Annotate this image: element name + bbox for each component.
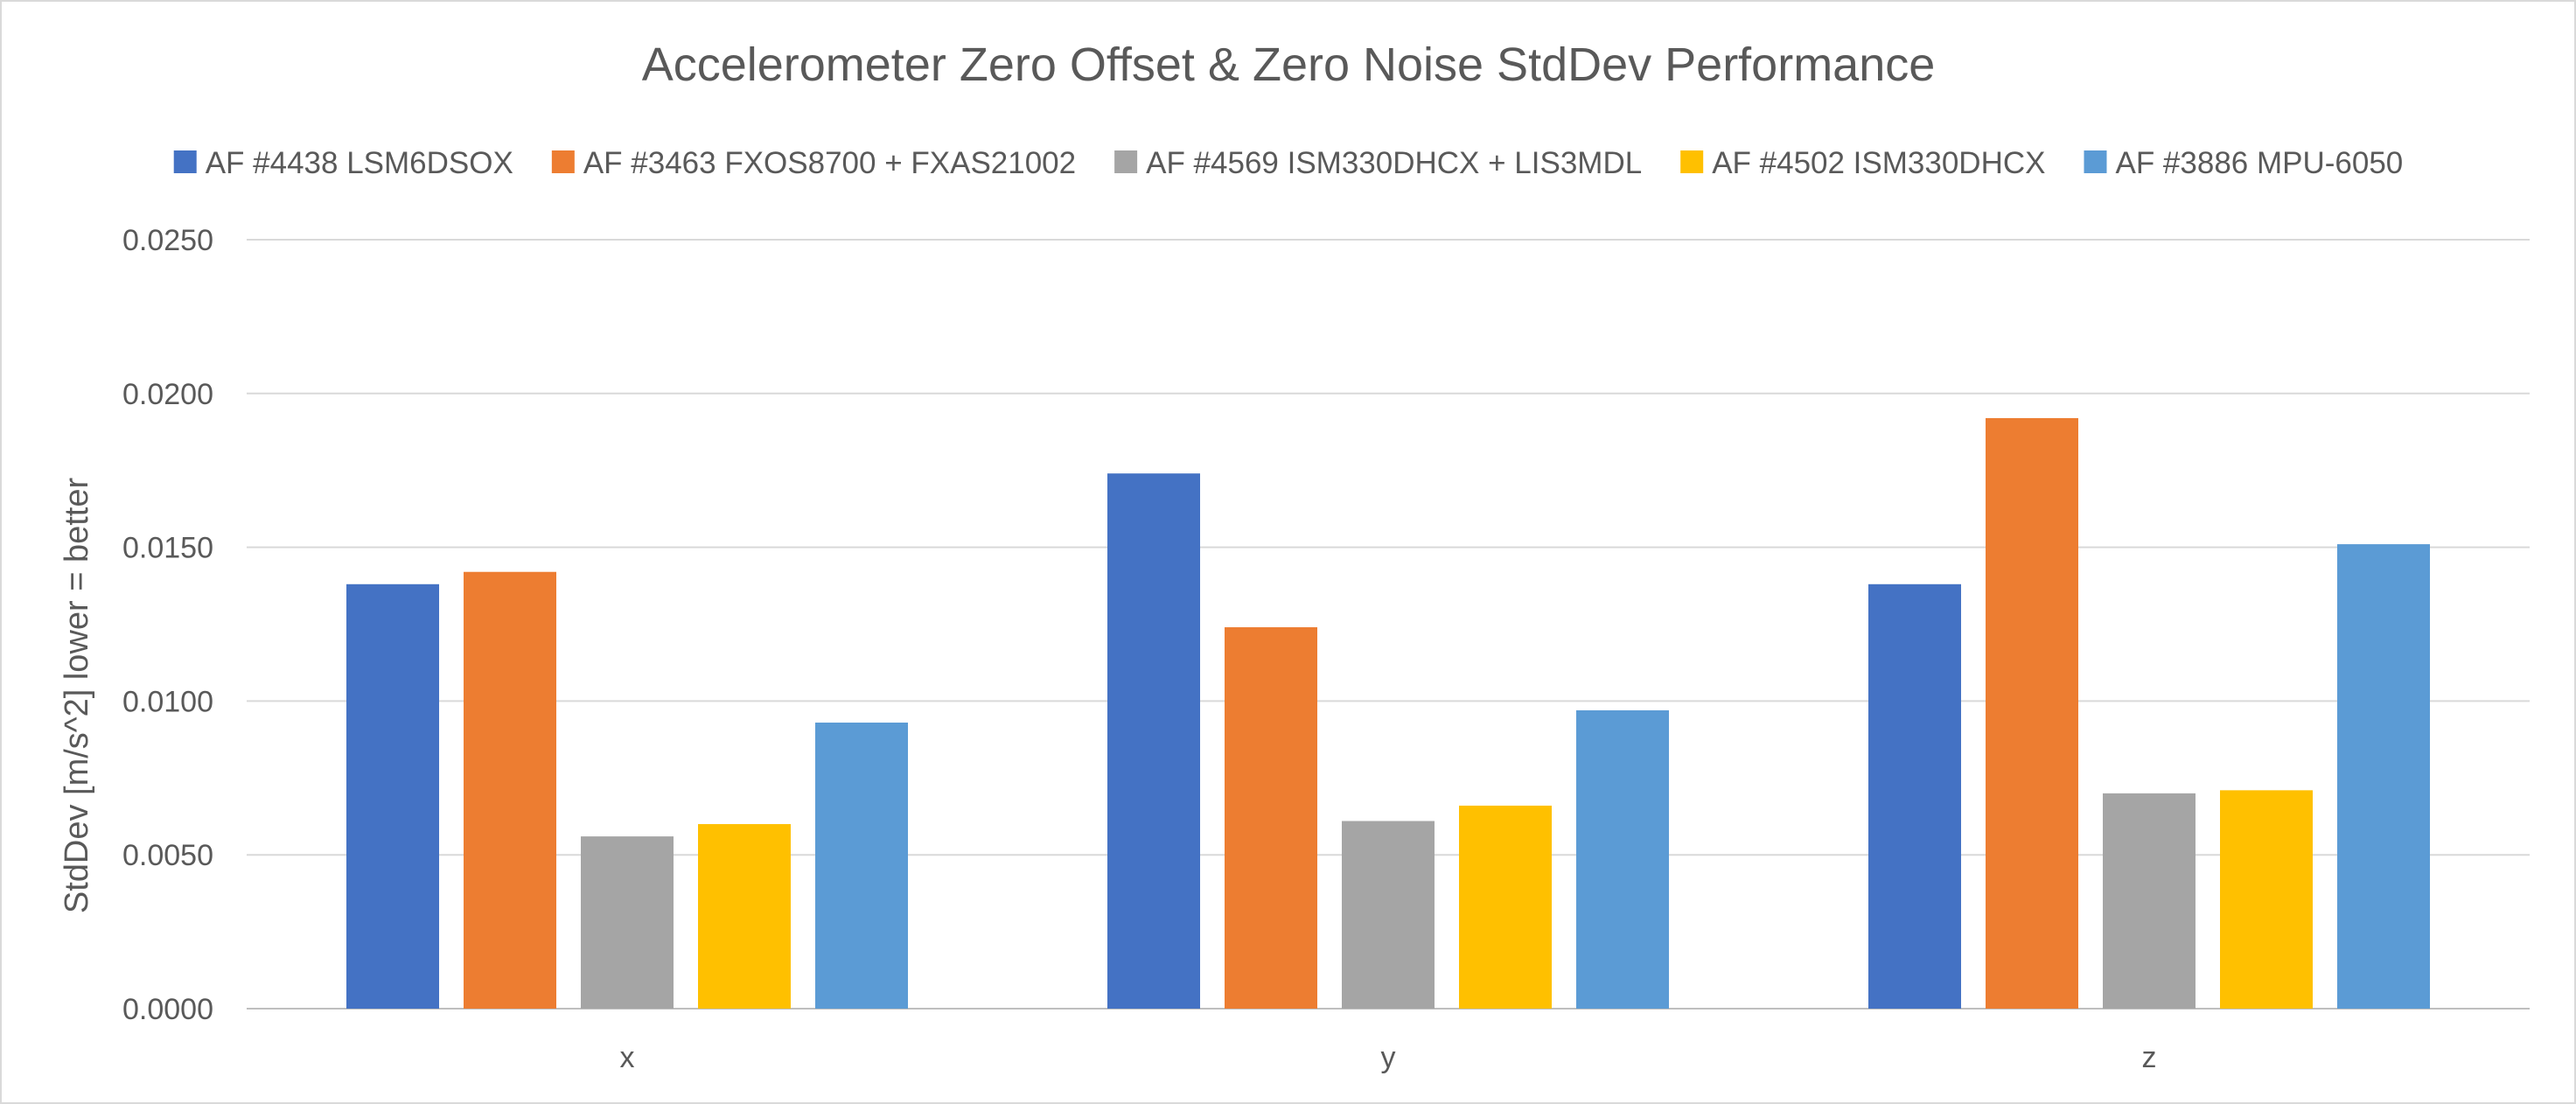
x-tick-label: x [620, 1041, 635, 1074]
bar-x-series-4 [698, 824, 791, 1009]
y-tick-label: 0.0050 [122, 839, 213, 872]
legend-label: AF #4438 LSM6DSOX [206, 146, 513, 180]
legend-item: AF #4569 ISM330DHCX + LIS3MDL [1114, 146, 1642, 180]
x-tick-label: z [2142, 1041, 2157, 1074]
legend-item: AF #3886 MPU-6050 [2084, 146, 2403, 180]
legend-swatch [551, 150, 575, 173]
bar-z-series-2 [1986, 417, 2078, 1010]
bar-y-series-4 [1459, 805, 1552, 1009]
bar-z-series-4 [2220, 790, 2313, 1009]
legend-item: AF #4438 LSM6DSOX [173, 146, 513, 180]
bar-x-series-3 [581, 836, 674, 1009]
bar-y-series-2 [1225, 627, 1317, 1009]
legend-item: AF #3463 FXOS8700 + FXAS21002 [551, 146, 1076, 180]
chart-title: Accelerometer Zero Offset & Zero Noise S… [642, 38, 1936, 91]
legend-swatch [2084, 150, 2107, 173]
bar-x-series-1 [346, 583, 439, 1009]
bar-z-series-3 [2103, 793, 2196, 1009]
legend-item: AF #4502 ISM330DHCX [1680, 146, 2045, 180]
y-tick-label: 0.0200 [122, 378, 213, 411]
y-tick-label: 0.0150 [122, 532, 213, 565]
bar-y-series-5 [1576, 709, 1669, 1009]
bar-z-series-1 [1868, 583, 1961, 1009]
bar-z-series-5 [2337, 544, 2430, 1009]
bar-x-series-5 [815, 723, 908, 1009]
legend-swatch [1114, 150, 1138, 173]
legend-label: AF #3886 MPU-6050 [2115, 146, 2403, 180]
legend-label: AF #3463 FXOS8700 + FXAS21002 [583, 146, 1076, 180]
y-axis-title: StdDev [m/s^2] lower = better [59, 478, 95, 914]
bar-x-series-2 [464, 571, 556, 1009]
legend-label: AF #4502 ISM330DHCX [1712, 146, 2045, 180]
bar-y-series-1 [1107, 473, 1200, 1009]
bars [346, 417, 2430, 1010]
bar-y-series-3 [1342, 821, 1435, 1009]
legend-swatch [173, 150, 197, 173]
y-tick-label: 0.0000 [122, 993, 213, 1026]
x-axis-ticks: x y z [620, 1041, 2157, 1074]
y-tick-label: 0.0100 [122, 685, 213, 718]
legend: AF #4438 LSM6DSOX AF #3463 FXOS8700 + FXA… [173, 146, 2403, 180]
y-axis-ticks: 0.0000 0.0050 0.0100 0.0150 0.0200 0.0250 [122, 224, 213, 1026]
legend-swatch [1680, 150, 1704, 173]
legend-label: AF #4569 ISM330DHCX + LIS3MDL [1146, 146, 1642, 180]
x-tick-label: y [1381, 1041, 1396, 1074]
y-tick-label: 0.0250 [122, 224, 213, 257]
